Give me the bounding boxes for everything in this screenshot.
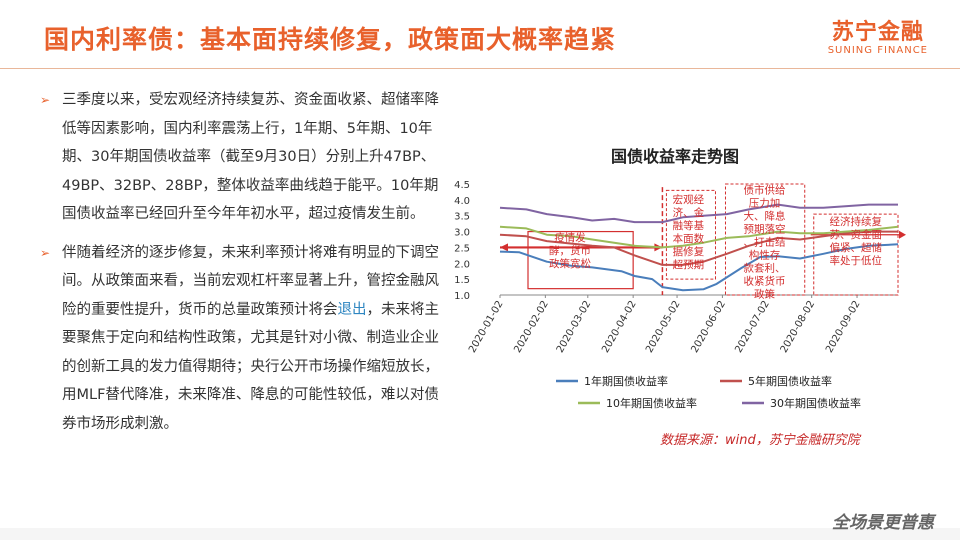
bullet-item-1: ➢ 三季度以来，受宏观经济持续复苏、资金面收紧、超储率降低等因素影响，国内利率震…: [40, 86, 448, 229]
legend-label: 5年期国债收益率: [748, 374, 832, 388]
bullet-item-2: ➢ 伴随着经济的逐步修复，未来利率预计将难有明显的下调空间。从政策面来看，当前宏…: [40, 239, 448, 439]
yield-chart: 国债收益率走势图 1.0 1.5 2.0 2.5 3.0 3.5 4.0 4.5 2020-01-…: [448, 138, 918, 458]
x-tick-label: 2020-08-02: [779, 299, 818, 355]
bullet-arrow-icon: ➢: [40, 245, 51, 260]
annotation-arrow-head: [899, 230, 906, 239]
x-tick-label: 2020-09-02: [824, 299, 863, 355]
x-tick-label: 2020-05-02: [644, 299, 683, 355]
series-line: [499, 225, 899, 249]
logo-cn-text: 苏宁金融: [831, 20, 924, 45]
series-line: [499, 243, 899, 292]
y-tick-label: 4.0: [454, 196, 470, 207]
x-tick-label: 2020-01-02: [467, 299, 506, 355]
y-tick-label: 4.5: [454, 180, 470, 191]
footer-bar: [0, 528, 960, 540]
bullet-list: ➢ 三季度以来，受宏观经济持续复苏、资金面收紧、超储率降低等因素影响，国内利率震…: [40, 86, 448, 438]
annotation-box: [813, 213, 899, 296]
annotation-label: 债市供给压力加大、降息预期落空、打击结构性存款套利、收紧货币政策: [743, 184, 785, 301]
annotation-box: [665, 189, 716, 280]
x-tick-label: 2020-03-02: [555, 299, 594, 355]
legend-label: 30年期国债收益率: [770, 396, 861, 410]
annotation-arrow-head: [500, 243, 508, 252]
x-tick-label: 2020-07-02: [733, 299, 772, 355]
y-tick-label: 2.5: [454, 243, 470, 254]
bullet-arrow-icon: ➢: [40, 93, 51, 107]
x-tick-label: 2020-02-02: [512, 299, 551, 355]
header-divider: [0, 68, 960, 69]
bullet-text: 伴随着经济的逐步修复，未来利率预计将难有明显的下调空间。从政策面来看，当前宏观杠…: [62, 244, 439, 318]
chart-title: 国债收益率走势图: [611, 147, 739, 166]
y-tick-label: 1.5: [454, 275, 470, 286]
y-tick-label: 3.0: [454, 228, 470, 239]
footer-logo: 全场景更普惠: [832, 513, 934, 533]
series-line: [499, 203, 898, 224]
x-tick-label: 2020-06-02: [689, 299, 728, 355]
legend-label: 10年期国债收益率: [606, 396, 697, 410]
logo-en-text: SUNING FINANCE: [827, 45, 928, 56]
y-tick-label: 2.0: [454, 259, 470, 270]
annotation-label: 经济持续复苏、资金面偏紧、超储率处于低位: [829, 215, 882, 267]
data-source-note: 数据来源：wind，苏宁金融研究院: [660, 433, 860, 448]
x-tick-label: 2020-04-02: [600, 299, 639, 355]
annotation-label: 疫情发酵，货币政策宽松: [549, 231, 591, 270]
page-title: 国内利率债：基本面持续修复，政策面大概率趋紧: [44, 25, 617, 54]
series-line: [499, 230, 898, 266]
bullet-text: 三季度以来，受宏观经济持续复苏、资金面收紧、超储率降低等因素影响，国内利率震荡上…: [62, 92, 439, 222]
bullet-highlight: 退出: [337, 301, 367, 318]
yield-chart-svg: 国债收益率走势图 1.0 1.5 2.0 2.5 3.0 3.5 4.0 4.5 2020-01-…: [454, 147, 906, 410]
annotation-label: 宏观经济、金融等基本面数据修复超预期: [673, 193, 705, 271]
annotation-box: [527, 230, 634, 290]
bullet-text: ，未来将主要聚焦于定向和结构性政策，尤其是针对小微、制造业企业的创新工具的发力值…: [62, 301, 439, 432]
y-tick-label: 1.0: [454, 291, 470, 302]
brand-logo: 苏宁金融 SUNING FINANCE: [828, 14, 928, 56]
legend-label: 1年期国债收益率: [584, 374, 668, 388]
y-tick-label: 3.5: [454, 212, 470, 223]
annotation-box: [724, 183, 806, 296]
